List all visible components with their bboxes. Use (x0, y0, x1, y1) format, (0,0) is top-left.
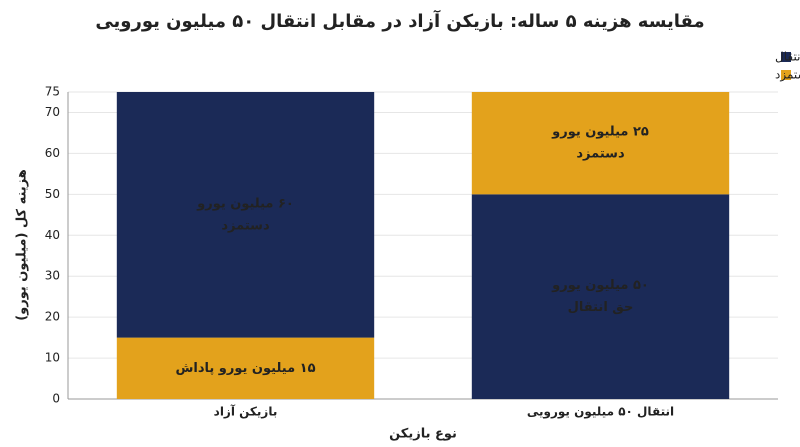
bar-segment (471, 194, 730, 399)
data-label: ۱۵ میلیون یورو پاداش (175, 361, 315, 376)
chart-title: مقایسه هزینه ۵ ساله: بازیکن آزاد در مقاب… (95, 9, 704, 32)
data-label: ۶۰ میلیون یورو (196, 196, 294, 211)
x-tick-label: انتقال ۵۰ میلیون یورویی (527, 405, 674, 420)
y-tick-label: 70 (45, 105, 60, 119)
x-tick-label: بازیکن آزاد (214, 404, 278, 419)
y-tick-label: 75 (45, 85, 60, 99)
y-axis-title: هزینه کل (میلیون یورو) (15, 169, 30, 321)
y-tick-label: 20 (45, 310, 60, 324)
bar-segment (116, 337, 375, 399)
bar-segment (116, 92, 375, 338)
y-tick-label: 40 (45, 228, 60, 242)
x-axis-title: نوع بازیکن (389, 427, 457, 442)
bar-segment (471, 92, 730, 195)
y-tick-label: 50 (45, 187, 60, 201)
data-label: حق انتقال (568, 300, 634, 315)
legend-label: سرمه‌ای: دستمزد / حق انتقال (775, 50, 800, 65)
y-tick-label: 0 (52, 392, 60, 406)
y-tick-label: 30 (45, 269, 60, 283)
data-label: ۵۰ میلیون یورو (551, 278, 649, 293)
data-label: دستمزد (221, 218, 270, 233)
y-tick-label: 60 (45, 146, 60, 160)
y-tick-label: 10 (45, 351, 60, 365)
legend-label: کهربایی: پاداش / دستمزد (775, 68, 800, 83)
legend-swatch (781, 70, 791, 80)
legend-swatch (781, 52, 791, 62)
data-label: ۲۵ میلیون یورو (551, 125, 649, 140)
data-label: دستمزد (576, 147, 625, 162)
